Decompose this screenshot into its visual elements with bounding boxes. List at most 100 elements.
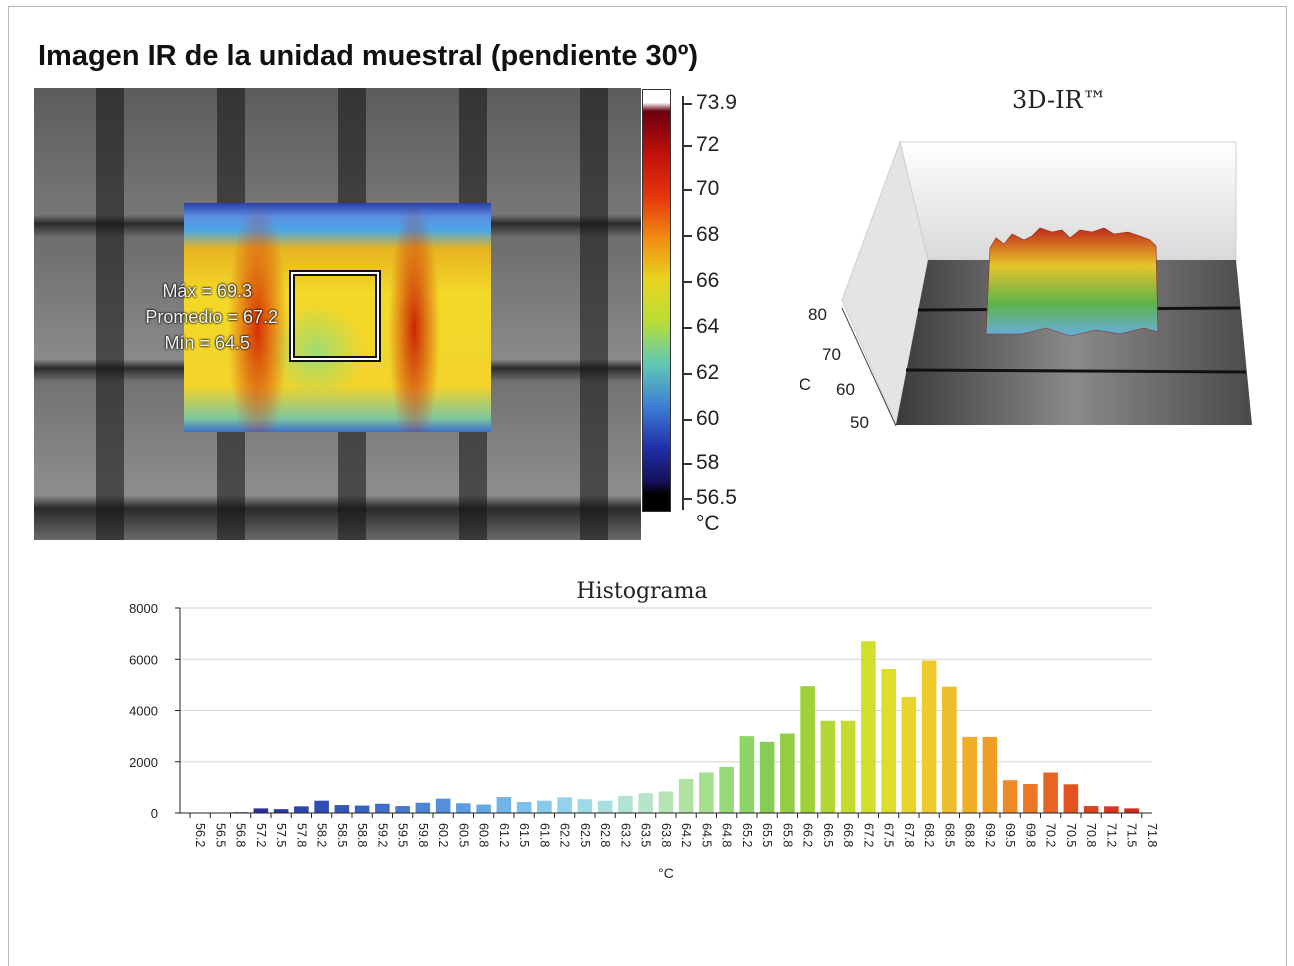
3d-axis-tick-80: 80: [808, 305, 827, 324]
histogram-x-tick-label: 63.8: [659, 823, 673, 847]
histogram-bar: [800, 686, 815, 813]
histogram-x-tick-label: 57.8: [294, 823, 308, 847]
roi-max-label: Máx = 69.3: [162, 281, 252, 301]
histogram-x-tick-label: 67.8: [902, 823, 916, 847]
histogram-bar: [618, 795, 633, 813]
color-scale-label: 66: [696, 269, 720, 292]
histogram-bars: [233, 641, 1139, 813]
histogram-x-tick-label: 62.5: [578, 823, 592, 847]
color-scale-tick: [682, 145, 692, 147]
color-scale-tick: [682, 189, 692, 191]
3d-view-title: 3D-IR™: [1012, 86, 1107, 114]
histogram-bar: [516, 801, 532, 813]
histogram-x-tick-label: 60.5: [456, 823, 470, 847]
histogram-axes: 8000 6000 4000 2000 0 56.2 56.5 56.8 57.2 57.5 57.…: [129, 601, 1159, 847]
histogram-bar: [840, 720, 856, 813]
histogram-y-tick-label: 6000: [129, 652, 158, 667]
roi-min-label: Mín = 64.5: [164, 333, 250, 353]
histogram-x-tick-label: 64.8: [720, 823, 734, 847]
color-scale-label: 60: [696, 407, 720, 430]
histogram-bar: [597, 800, 613, 813]
histogram-bar: [354, 805, 370, 813]
histogram-x-tick-label: 59.5: [396, 823, 410, 847]
histogram-x-tick-label: 60.8: [477, 823, 491, 847]
histogram-x-tick-label: 68.2: [922, 823, 936, 847]
histogram-x-tick-label: 69.8: [1023, 823, 1037, 847]
color-scale-tick: [682, 327, 692, 329]
histogram-x-tick-label: 63.5: [639, 823, 653, 847]
histogram-x-tick-label: 58.5: [335, 823, 349, 847]
histogram-bar: [638, 793, 653, 813]
histogram-bar: [334, 805, 350, 813]
color-scale-tick: [682, 235, 692, 237]
roi-mean-label: Promedio = 67.2: [145, 307, 278, 327]
histogram-x-tick-label: 68.5: [942, 823, 956, 847]
histogram-x-tick-label: 61.8: [537, 823, 551, 847]
histogram-x-tick-label: 71.5: [1125, 823, 1139, 847]
histogram-bar: [780, 733, 795, 813]
histogram-x-tick-label: 62.8: [598, 823, 612, 847]
histogram-bar: [415, 802, 431, 813]
histogram-x-tick-label: 64.5: [699, 823, 713, 847]
histogram-x-tick-label: 68.8: [963, 823, 977, 847]
histogram-bar: [1104, 806, 1119, 813]
histogram-bar: [921, 660, 937, 813]
histogram-bar: [678, 778, 694, 813]
histogram-x-tick-label: 71.2: [1104, 823, 1118, 847]
histogram-bar: [759, 741, 775, 813]
histogram-x-tick-label: 71.8: [1145, 823, 1159, 847]
3d-surface-view: 80 70 °C 60 50: [800, 140, 1252, 432]
histogram-x-tick-label: 65.8: [780, 823, 794, 847]
color-scale-tick: [682, 498, 692, 500]
histogram-bar: [739, 736, 755, 813]
histogram-bar: [1124, 808, 1139, 813]
histogram-x-tick-label: 66.8: [841, 823, 855, 847]
histogram-x-tick-label: 66.5: [821, 823, 835, 847]
histogram-title: Histograma: [576, 579, 707, 604]
histogram-bar: [1023, 784, 1038, 813]
histogram-x-tick-label: 69.5: [1003, 823, 1017, 847]
color-scale-bar: [642, 89, 671, 512]
histogram-bar: [658, 791, 674, 813]
3d-axis-unit: °C: [800, 375, 811, 394]
3d-thermal-surface: [985, 227, 1159, 337]
histogram-x-tick-label: 63.2: [618, 823, 632, 847]
color-scale-label: 58: [696, 451, 720, 474]
histogram-x-tick-label: 58.2: [315, 823, 329, 847]
color-scale-axis: [682, 96, 684, 510]
histogram-x-tick-label: 56.5: [213, 823, 227, 847]
histogram-bar: [314, 800, 329, 813]
histogram-x-tick-label: 70.8: [1084, 823, 1098, 847]
histogram-bar: [719, 766, 734, 813]
color-scale-tick: [682, 373, 692, 375]
histogram-bar: [537, 800, 552, 813]
histogram-x-tick-label: 67.2: [861, 823, 875, 847]
histogram-x-tick-label: 69.2: [983, 823, 997, 847]
histogram-bar: [901, 696, 917, 813]
histogram-x-tick-label: 59.2: [375, 823, 389, 847]
histogram-bar: [456, 803, 471, 813]
histogram-y-tick-label: 4000: [129, 704, 158, 719]
histogram-x-tick-label: 66.2: [801, 823, 815, 847]
histogram-y-tick-label: 8000: [129, 601, 158, 616]
thermal-overlay: [184, 203, 491, 432]
3d-floor: [896, 260, 1252, 425]
3d-vertical-axis: [841, 307, 897, 427]
color-scale-label: 73.9: [696, 91, 737, 114]
histogram-bar: [435, 798, 451, 813]
histogram-x-tick-label: 67.5: [882, 823, 896, 847]
color-scale-tick: [682, 103, 692, 105]
color-scale-tick: [682, 281, 692, 283]
3d-axis-tick-50: 50: [850, 413, 869, 432]
histogram-x-axis-label: °C: [658, 865, 674, 881]
color-scale-label: 62: [696, 361, 720, 384]
color-scale-label: 56.5: [696, 486, 737, 509]
histogram-bar: [861, 641, 876, 813]
histogram-x-tick-label: 56.2: [193, 823, 207, 847]
histogram-bar: [577, 799, 593, 813]
histogram-bar: [273, 809, 289, 813]
color-scale-tick: [682, 463, 692, 465]
histogram-bar: [962, 736, 977, 813]
histogram-bar: [982, 736, 998, 813]
histogram-x-tick-label: 61.2: [497, 823, 511, 847]
